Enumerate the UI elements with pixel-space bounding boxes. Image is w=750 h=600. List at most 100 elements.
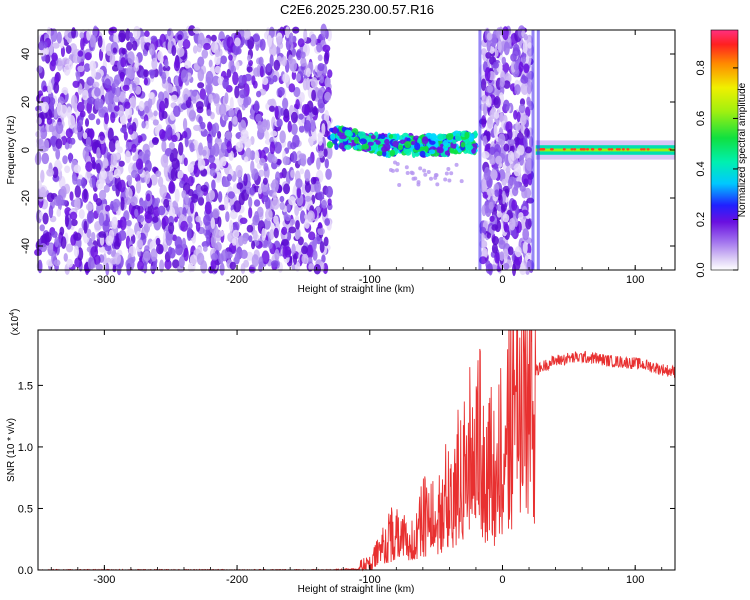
noise-blob: [148, 69, 156, 76]
noise-blob: [72, 175, 78, 185]
noise-blob: [164, 259, 172, 270]
x-tick-label: -300: [93, 574, 115, 586]
noise-blob: [522, 56, 527, 63]
signal-blob: [428, 149, 436, 155]
noise-blob: [280, 107, 285, 116]
signal-blob: [414, 152, 420, 157]
snr-multiplier-text: (x104): [9, 309, 21, 336]
noise-blob: [505, 166, 511, 174]
noise-blob: [299, 92, 305, 103]
noise-blob: [61, 87, 69, 96]
noise-blob: [240, 129, 249, 139]
noise-blob: [310, 119, 316, 133]
noise-blob: [324, 158, 329, 169]
noise-blob: [86, 76, 95, 86]
noise-blob: [251, 240, 256, 250]
vertical-edge: [478, 30, 482, 270]
noise-blob: [39, 50, 46, 57]
noise-blob: [291, 70, 297, 81]
noise-blob: [209, 167, 216, 177]
noise-blob: [183, 157, 188, 167]
noise-blob: [243, 29, 251, 40]
signal-blob: [382, 150, 387, 157]
noise-blob: [168, 246, 173, 255]
noise-blob: [267, 241, 273, 249]
noise-blob: [84, 118, 90, 127]
noise-blob: [480, 48, 488, 56]
noise-blob: [295, 98, 300, 110]
noise-blob: [200, 184, 209, 192]
noise-blob: [37, 180, 42, 189]
noise-blob: [171, 157, 180, 170]
noise-blob: [218, 253, 224, 264]
noise-blob: [96, 147, 101, 160]
noise-blob: [97, 98, 104, 109]
noise-blob: [48, 124, 54, 133]
noise-blob: [60, 45, 66, 58]
noise-blob: [161, 139, 167, 153]
noise-blob: [316, 42, 323, 53]
noise-blob: [144, 170, 151, 185]
noise-blob: [36, 65, 43, 74]
noise-blob: [91, 67, 97, 79]
noise-blob: [232, 115, 238, 125]
noise-blob: [197, 56, 205, 67]
noise-blob: [524, 187, 532, 199]
signal-peak: [597, 148, 601, 151]
noise-blob: [173, 216, 178, 223]
noise-blob: [306, 244, 314, 259]
noise-blob: [84, 52, 92, 61]
signal-blob: [344, 129, 351, 136]
signal-blob: [326, 141, 334, 149]
noise-blob: [298, 125, 305, 133]
noise-blob: [108, 170, 114, 182]
noise-blob: [105, 262, 110, 276]
signal-peak: [621, 148, 625, 151]
signal-straggler: [435, 182, 440, 187]
noise-blob: [208, 59, 213, 68]
noise-blob: [301, 245, 308, 255]
noise-blob: [525, 157, 534, 171]
noise-blob: [78, 209, 85, 219]
noise-blob: [127, 66, 135, 80]
noise-blob: [309, 33, 317, 47]
noise-blob: [173, 59, 181, 72]
noise-blob: [308, 231, 316, 241]
noise-blob: [118, 230, 127, 241]
signal-blob: [334, 142, 339, 151]
signal-straggler: [459, 179, 464, 184]
noise-blob: [116, 262, 122, 276]
signal-straggler: [422, 168, 427, 173]
noise-blob: [297, 38, 305, 48]
noise-blob: [99, 140, 107, 155]
noise-blob: [74, 184, 81, 199]
noise-blob: [208, 189, 216, 201]
signal-blob: [404, 140, 412, 149]
noise-blob: [93, 254, 101, 266]
noise-blob: [503, 143, 510, 152]
noise-blob: [516, 111, 521, 123]
signal-straggler: [426, 169, 431, 174]
noise-blob: [251, 75, 256, 86]
y-tick-label: 0.0: [18, 565, 33, 577]
noise-blob: [151, 137, 159, 146]
signal-blob: [389, 149, 396, 157]
noise-blob: [481, 94, 488, 104]
noise-blob: [246, 54, 252, 62]
noise-blob: [494, 189, 500, 197]
x-tick-label: 100: [626, 574, 644, 586]
noise-blob: [148, 111, 154, 118]
noise-blob: [64, 142, 70, 150]
noise-blob: [70, 219, 78, 227]
noise-blob: [484, 67, 491, 82]
noise-blob: [486, 188, 495, 197]
noise-blob: [253, 100, 260, 114]
noise-blob: [227, 191, 236, 199]
noise-blob: [234, 37, 241, 47]
noise-blob: [193, 124, 201, 131]
noise-blob: [228, 54, 233, 61]
noise-blob: [253, 199, 261, 207]
noise-blob: [210, 145, 216, 156]
noise-blob: [312, 249, 318, 261]
noise-blob: [527, 173, 533, 186]
